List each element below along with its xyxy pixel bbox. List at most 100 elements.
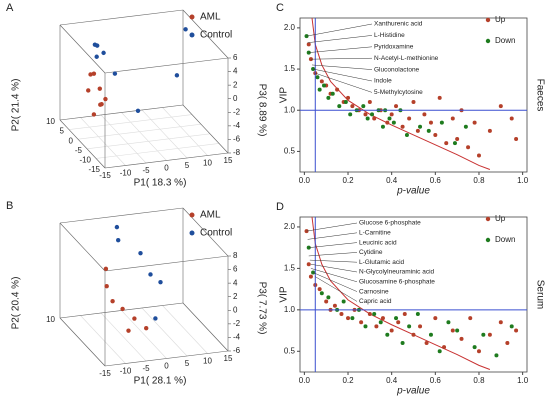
point: [468, 316, 473, 321]
point: [450, 116, 455, 121]
annotation: Capric acid: [359, 298, 392, 305]
cube-edge: [59, 24, 106, 74]
leader-line: [310, 263, 358, 273]
leader-line: [313, 68, 373, 82]
x-tick-label: 1.0: [517, 376, 529, 385]
legend-swatch: [485, 237, 491, 243]
legend-label: Down: [495, 36, 515, 45]
point: [319, 291, 324, 296]
point: [428, 332, 433, 337]
point: [315, 75, 320, 80]
point: [372, 311, 377, 316]
point: [339, 311, 344, 316]
leader-line: [308, 252, 358, 257]
point: [446, 320, 451, 325]
point: [455, 328, 460, 333]
z-tick-label: -8: [233, 148, 241, 157]
point: [114, 224, 120, 230]
point: [308, 274, 313, 279]
leader-line: [307, 35, 373, 43]
cube-edge: [182, 302, 229, 352]
leader-line: [309, 259, 358, 263]
y-tick-label: 1.0: [284, 105, 296, 114]
y-tick-label: -10: [79, 156, 91, 165]
y-axis-title: P2( 20.4 %): [11, 277, 22, 330]
grid-line: [100, 312, 147, 362]
point: [98, 102, 103, 107]
point: [380, 124, 385, 129]
annotation: Glucosamine 6-phosphate: [359, 279, 435, 286]
annotation: Indole: [374, 78, 392, 85]
point: [148, 272, 153, 277]
grid-line: [141, 109, 188, 159]
point: [459, 336, 464, 341]
y-tick-label: 0.5: [284, 346, 296, 355]
panel-letter: A: [6, 2, 14, 14]
point: [385, 332, 390, 337]
point: [498, 320, 503, 325]
point: [348, 112, 353, 117]
x-tick-label: 15: [224, 354, 233, 363]
x-tick-label: 0.4: [386, 176, 398, 185]
y-tick-label: 1.5: [284, 263, 296, 272]
point: [346, 95, 351, 100]
z-tick-label: 0: [233, 94, 238, 103]
grid-line: [80, 315, 126, 364]
panel-letter: B: [6, 200, 13, 212]
point: [391, 120, 396, 125]
point: [363, 112, 368, 117]
legend-swatch: [189, 14, 195, 20]
point: [174, 73, 180, 78]
z-tick-label: -6: [233, 135, 241, 144]
annotation: L-Carnitine: [359, 230, 391, 237]
y-tick-label: 1.5: [284, 64, 296, 73]
x-tick-label: 10: [203, 159, 212, 168]
point: [153, 316, 158, 321]
grid-line: [86, 133, 211, 150]
point: [88, 72, 93, 77]
point: [407, 116, 412, 121]
point: [97, 86, 103, 91]
leader-line: [311, 64, 373, 70]
point: [324, 299, 329, 304]
cube-edge: [59, 9, 184, 26]
y-tick-label: 5: [60, 127, 65, 136]
point: [444, 141, 449, 146]
point: [439, 120, 444, 125]
point: [330, 91, 335, 96]
grid-line: [162, 107, 208, 156]
point: [385, 120, 390, 125]
leader-line: [307, 232, 358, 240]
panel-letter: D: [276, 201, 284, 213]
z-tick-label: 6: [233, 265, 238, 274]
legend-label: AML: [200, 210, 221, 221]
y-axis-title: VIP: [279, 87, 290, 103]
z-tick-label: -2: [233, 319, 241, 328]
point: [110, 298, 115, 304]
z-axis-title: P3( 8.89 %): [256, 84, 267, 137]
point: [326, 95, 331, 100]
x-tick-label: 0: [164, 362, 169, 371]
z-tick-label: 6: [233, 53, 238, 62]
point: [306, 262, 311, 267]
point: [514, 328, 519, 333]
point: [387, 116, 392, 121]
leader-line: [306, 222, 358, 232]
point: [463, 124, 468, 129]
cube-edge: [182, 104, 229, 154]
point: [476, 349, 481, 354]
x-tick-label: 0: [164, 164, 169, 173]
panel-letter: C: [276, 2, 284, 14]
z-tick-label: 0: [233, 305, 238, 314]
leader-line: [315, 276, 358, 302]
point: [418, 324, 423, 329]
leader-line: [315, 72, 373, 93]
annotation: Carnosine: [359, 288, 389, 295]
z-tick-label: 2: [233, 80, 238, 89]
point: [472, 345, 477, 350]
x-axis-title: P1( 18.3 %): [134, 178, 187, 189]
point: [91, 71, 97, 76]
x-tick-label: -10: [120, 367, 132, 376]
point: [433, 316, 438, 321]
y-tick-label: 10: [46, 117, 55, 126]
